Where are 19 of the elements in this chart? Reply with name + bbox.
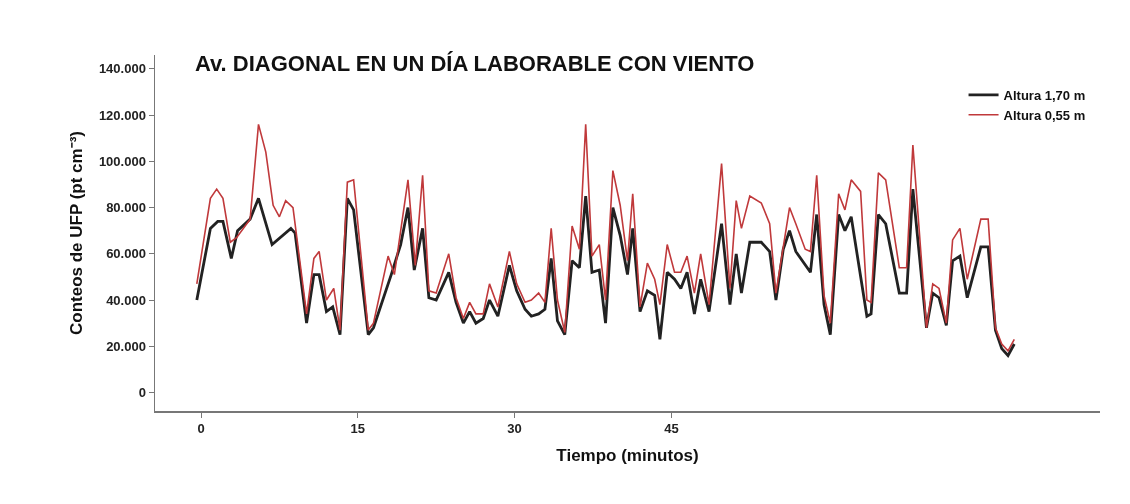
y-tick-label: 140.000 [98, 61, 146, 77]
y-tick-label: 60.000 [106, 246, 146, 262]
y-axis-title: Conteos de UFP (pt cm⁻³) [66, 130, 86, 336]
y-tick-label: 80.000 [106, 200, 146, 216]
legend-label: Altura 0,55 m [1003, 107, 1086, 123]
y-tick-label: 0 [138, 385, 146, 401]
x-tick-label: 15 [350, 421, 366, 437]
x-tick-label: 45 [664, 421, 679, 437]
x-tick-label: 30 [507, 421, 522, 437]
y-tick-label: 120.000 [98, 107, 146, 123]
legend-label: Altura 1,70 m [1003, 87, 1086, 103]
y-tick-label: 40.000 [106, 292, 146, 308]
x-tick-label: 0 [197, 421, 205, 437]
line-series [196, 123, 1016, 352]
chart-title: Av. DIAGONAL EN UN DÍA LABORABLE CON VIENTO [194, 50, 755, 76]
y-tick-label: 100.000 [98, 153, 146, 169]
y-tick-label: 20.000 [106, 338, 146, 354]
line-series [195, 187, 1016, 357]
x-axis-title: Tiempo (minutos) [556, 446, 699, 466]
